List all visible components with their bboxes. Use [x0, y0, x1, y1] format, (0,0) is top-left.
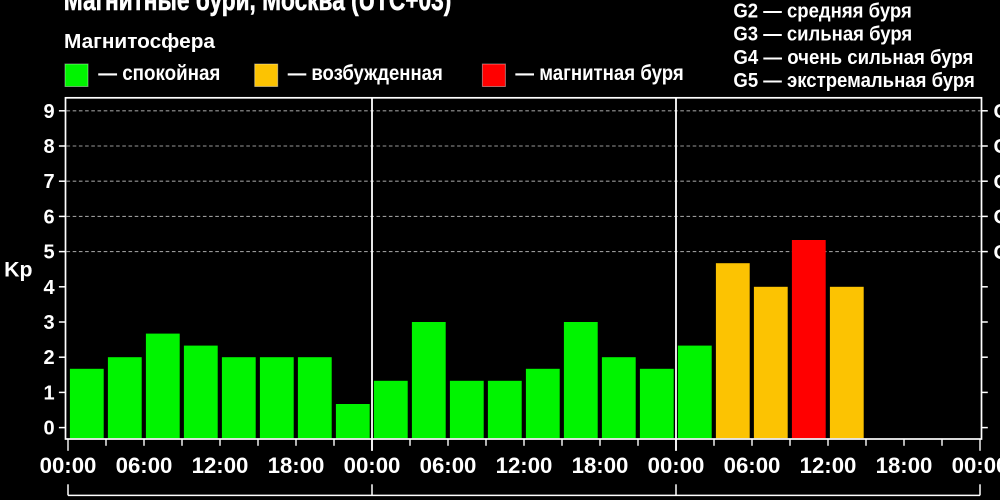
svg-text:3: 3	[43, 312, 54, 334]
svg-text:06:00: 06:00	[724, 453, 781, 478]
svg-text:7: 7	[43, 171, 54, 193]
svg-text:G1: G1	[994, 242, 1000, 264]
svg-text:G5: G5	[994, 101, 1000, 123]
svg-text:1: 1	[43, 382, 54, 404]
svg-text:G4: G4	[994, 136, 1000, 158]
svg-text:— спокойная: — спокойная	[98, 62, 220, 85]
svg-text:12:00: 12:00	[192, 453, 249, 478]
svg-text:06:00: 06:00	[116, 453, 173, 478]
svg-text:G2: G2	[994, 207, 1000, 229]
svg-text:12:00: 12:00	[496, 453, 553, 478]
svg-text:18:00: 18:00	[876, 453, 933, 478]
svg-text:5: 5	[43, 242, 54, 264]
svg-text:0: 0	[43, 418, 54, 440]
svg-text:06:00: 06:00	[420, 453, 477, 478]
svg-text:00:00: 00:00	[952, 453, 1000, 478]
svg-text:— магнитная буря: — магнитная буря	[515, 62, 683, 85]
svg-text:12:00: 12:00	[800, 453, 857, 478]
svg-text:8: 8	[43, 136, 54, 158]
svg-text:9: 9	[43, 101, 54, 123]
svg-text:G5 — экстремальная буря: G5 — экстремальная буря	[733, 69, 974, 92]
svg-text:18:00: 18:00	[572, 453, 629, 478]
svg-text:Kp: Kp	[4, 257, 32, 281]
svg-text:00:00: 00:00	[40, 453, 97, 478]
svg-text:00:00: 00:00	[344, 453, 401, 478]
svg-text:— возбужденная: — возбужденная	[288, 62, 443, 85]
svg-text:Магнитосфера: Магнитосфера	[64, 30, 216, 53]
svg-text:G4 — очень сильная буря: G4 — очень сильная буря	[733, 46, 973, 69]
svg-text:4: 4	[43, 277, 55, 299]
svg-text:00:00: 00:00	[648, 453, 705, 478]
svg-text:G2 — средняя буря: G2 — средняя буря	[733, 0, 911, 22]
svg-text:G3: G3	[994, 171, 1000, 193]
svg-text:2: 2	[43, 347, 54, 369]
svg-text:G3 — сильная буря: G3 — сильная буря	[733, 23, 912, 46]
svg-text:18:00: 18:00	[268, 453, 325, 478]
svg-text:6: 6	[43, 206, 54, 228]
svg-text:Магнитные бури, Москва (UTC+03: Магнитные бури, Москва (UTC+03)	[64, 0, 452, 17]
